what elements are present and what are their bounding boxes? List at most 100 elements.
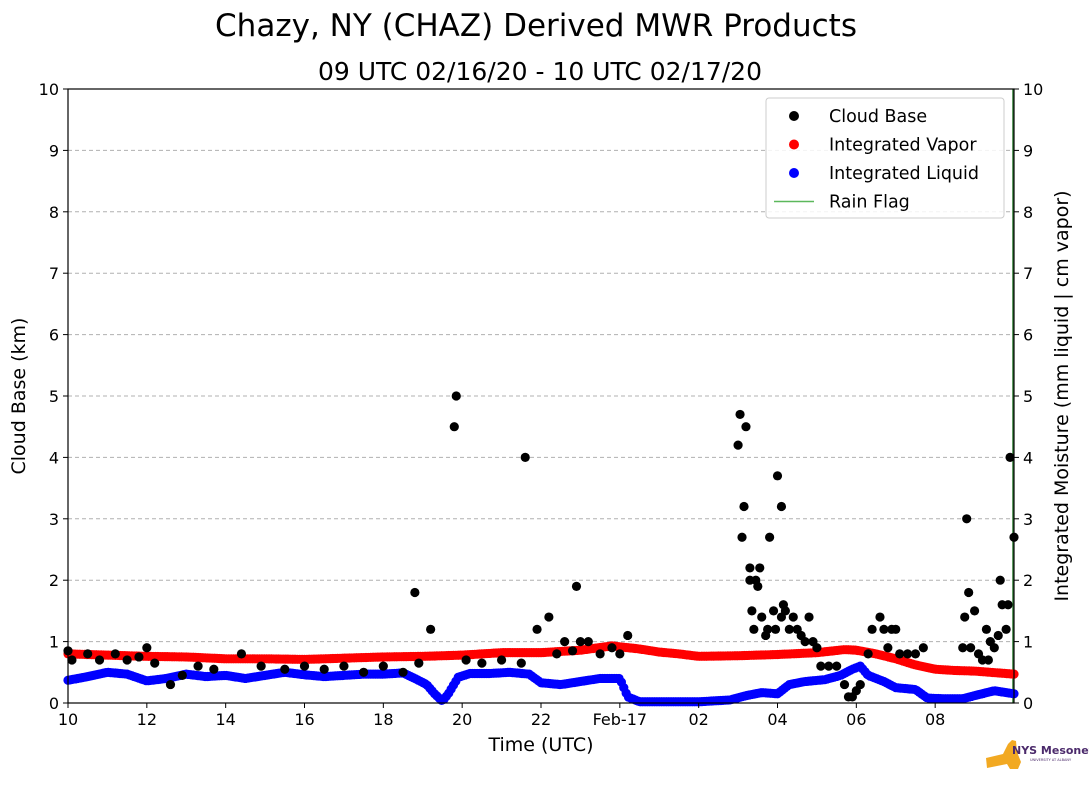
cloud-base-point: [150, 658, 160, 668]
series-cloud-base: [63, 391, 1019, 702]
cloud-base-point: [863, 649, 873, 659]
legend-label: Integrated Liquid: [829, 164, 979, 184]
cloud-base-point: [398, 667, 408, 677]
cloud-base-point: [855, 679, 865, 690]
cloud-base-point: [832, 661, 842, 671]
y-right-tick-label: 1: [1023, 633, 1033, 652]
x-tick-label: 08: [925, 710, 945, 729]
cloud-base-point: [981, 624, 992, 634]
cloud-base-point: [567, 646, 578, 656]
nys-mesonet-logo: NYS Mesonet UNIVERSITY AT ALBANY: [986, 740, 1089, 769]
y-right-tick-label: 10: [1023, 80, 1043, 99]
cloud-base-point: [765, 532, 775, 542]
cloud-base-point: [426, 624, 436, 634]
cloud-base-point: [768, 606, 779, 616]
x-tick-label: 02: [688, 710, 708, 729]
cloud-base-point: [800, 637, 810, 647]
cloud-base-point: [757, 612, 767, 622]
y-tick-label: 7: [49, 264, 59, 283]
y-tick-label: 3: [49, 510, 59, 529]
cloud-base-point: [414, 658, 424, 668]
y-right-tick-label: 2: [1023, 571, 1033, 590]
cloud-base-point: [94, 655, 105, 665]
cloud-base-point: [299, 661, 310, 671]
cloud-base-point: [410, 587, 420, 598]
cloud-base-point: [1001, 624, 1011, 634]
cloud-base-point: [256, 661, 266, 671]
y-tick-label: 1: [49, 633, 59, 652]
cloud-base-point: [532, 624, 542, 634]
cloud-base-point: [784, 624, 794, 634]
y-tick-label: 5: [49, 387, 59, 406]
legend-label: Rain Flag: [829, 193, 910, 213]
cloud-base-point: [319, 664, 329, 674]
y-tick-label: 2: [49, 571, 59, 590]
cloud-base-point: [595, 649, 605, 659]
cloud-base-point: [812, 643, 822, 653]
chart-subtitle: 09 UTC 02/16/20 - 10 UTC 02/17/20: [318, 57, 762, 86]
cloud-base-point: [461, 655, 471, 665]
cloud-base-point: [571, 581, 582, 591]
y-axis-right-label: Integrated Moisture (mm liquid | cm vapo…: [1051, 190, 1073, 601]
x-tick-label: 10: [58, 710, 78, 729]
cloud-base-point: [816, 661, 826, 671]
cloud-base-point: [607, 643, 617, 653]
cloud-base-point: [839, 679, 850, 690]
cloud-base-point: [995, 575, 1005, 585]
y-right-tick-label: 0: [1023, 694, 1033, 713]
cloud-base-point: [177, 670, 187, 680]
cloud-base-point: [772, 471, 783, 481]
y-tick-label: 0: [49, 694, 59, 713]
cloud-base-point: [615, 649, 625, 659]
cloud-base-point: [516, 658, 526, 668]
y-right-tick-label: 5: [1023, 387, 1033, 406]
cloud-base-point: [910, 649, 921, 659]
cloud-base-point: [918, 643, 928, 653]
cloud-base-point: [735, 409, 745, 420]
cloud-base-point: [895, 649, 905, 659]
cloud-base-point: [788, 612, 798, 622]
cloud-base-point: [964, 587, 974, 598]
cloud-base-point: [739, 501, 749, 512]
cloud-base-point: [902, 649, 913, 659]
series-integrated-liquid: [63, 661, 1019, 707]
cloud-base-point: [824, 661, 834, 671]
legend-marker: [789, 111, 799, 121]
x-tick-label: 18: [373, 710, 393, 729]
cloud-base-point: [749, 624, 759, 634]
logo-text: NYS Mesonet: [1012, 744, 1089, 757]
x-tick-label: 22: [531, 710, 551, 729]
cloud-base-point: [552, 649, 562, 659]
cloud-base-point: [1005, 452, 1015, 462]
cloud-base-point: [165, 679, 176, 690]
x-tick-label: 04: [767, 710, 787, 729]
cloud-base-point: [780, 606, 790, 616]
y-right-tick-label: 4: [1023, 448, 1033, 467]
x-axis-ticks: 10 12 14 16 18 20 22 Feb-17 02 04 06 08: [58, 703, 945, 729]
cloud-base-point: [378, 661, 388, 671]
y-right-tick-label: 8: [1023, 203, 1033, 222]
cloud-base-point: [867, 624, 877, 634]
cloud-base-point: [110, 649, 120, 659]
x-axis-label: Time (UTC): [487, 734, 593, 756]
x-tick-label: 12: [137, 710, 157, 729]
cloud-base-point: [496, 655, 507, 665]
y-tick-label: 6: [49, 326, 59, 345]
legend-box: [765, 97, 1005, 219]
cloud-base-point: [280, 664, 290, 674]
cloud-base-point: [142, 643, 152, 653]
cloud-base-point: [134, 652, 144, 662]
cloud-base-point: [804, 612, 814, 622]
cloud-base-point: [583, 637, 593, 647]
cloud-base-point: [451, 391, 461, 401]
cloud-base-point: [745, 563, 755, 573]
y-tick-label: 4: [49, 448, 59, 467]
cloud-base-point: [560, 637, 570, 647]
cloud-base-point: [122, 655, 132, 665]
cloud-base-point: [883, 643, 893, 653]
cloud-base-point: [339, 661, 349, 671]
cloud-base-point: [209, 664, 219, 674]
x-tick-label: 16: [294, 710, 314, 729]
cloud-base-point: [969, 606, 980, 616]
x-tick-label: 06: [846, 710, 866, 729]
